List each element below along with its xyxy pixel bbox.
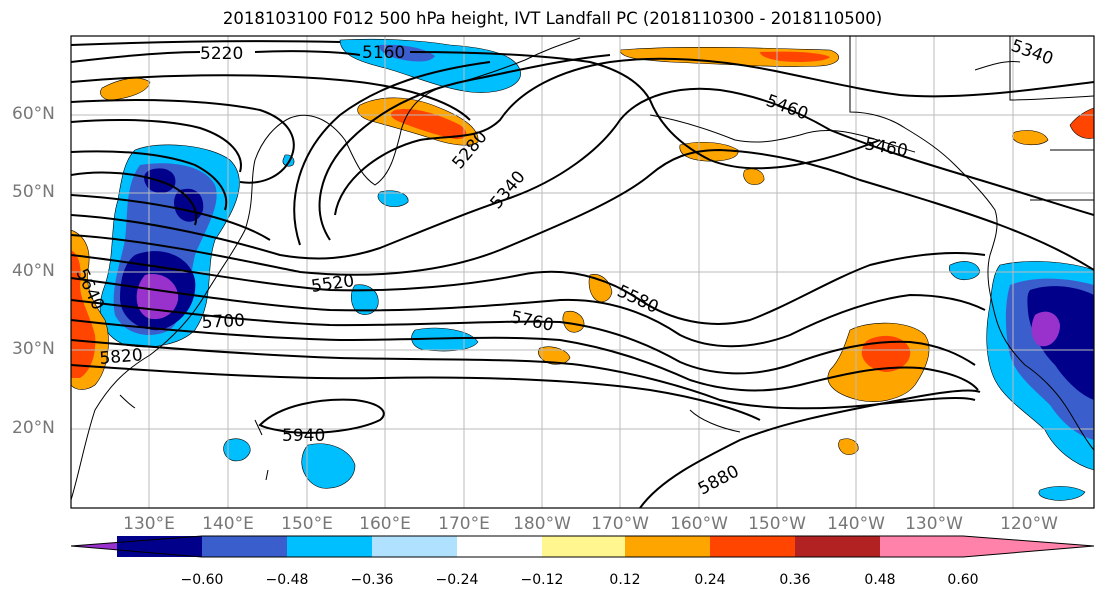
lon-label-170w: 170°W	[591, 514, 649, 534]
lon-label-150w: 150°W	[748, 514, 806, 534]
lon-label-130w: 130°W	[905, 514, 963, 534]
lon-label-160w: 160°W	[670, 514, 728, 534]
contour-label: 5160	[362, 43, 405, 63]
contour-label: 5940	[282, 426, 325, 446]
colorbar-swatch	[795, 536, 880, 557]
contour-label: 5220	[200, 44, 243, 64]
colorbar-tick-label: −0.24	[435, 572, 479, 588]
contour-label: 5820	[99, 345, 144, 369]
colorbar-tick-label: 0.36	[779, 572, 811, 588]
colorbar	[70, 535, 1095, 558]
lat-label-30n: 30°N	[12, 339, 55, 359]
lat-label-40n: 40°N	[12, 261, 55, 281]
colorbar-swatch	[880, 536, 963, 557]
colorbar-tick-label: 0.12	[609, 572, 641, 588]
map-title: 2018103100 F012 500 hPa height, IVT Land…	[222, 9, 883, 28]
lon-label-160e: 160°E	[359, 514, 411, 534]
colorbar-tick-label: −0.12	[520, 572, 564, 588]
contour-label: 5700	[201, 311, 245, 333]
lon-label-180w: 180°W	[513, 514, 571, 534]
lat-label-50n: 50°N	[12, 182, 55, 202]
colorbar-swatch	[457, 536, 542, 557]
lat-label-20n: 20°N	[12, 418, 55, 438]
lon-label-120w: 120°W	[1000, 514, 1058, 534]
colorbar-tick-label: 0.24	[694, 572, 726, 588]
colorbar-swatch	[287, 536, 372, 557]
colorbar-tick-label: 0.48	[864, 572, 896, 588]
colorbar-swatch	[202, 536, 287, 557]
colorbar-tick-label: 0.60	[947, 572, 979, 588]
map-frame	[70, 35, 1095, 509]
colorbar-swatch	[710, 536, 795, 557]
graticule	[71, 36, 1094, 508]
colorbar-swatch	[625, 536, 710, 557]
lon-label-170e: 170°E	[438, 514, 490, 534]
colorbar-tick-label: −0.36	[350, 572, 394, 588]
lon-label-150e: 150°E	[281, 514, 333, 534]
colorbar-swatch	[542, 536, 625, 557]
colorbar-tick-label: −0.48	[265, 572, 309, 588]
lon-label-140w: 140°W	[827, 514, 885, 534]
colorbar-extend-high	[963, 536, 1094, 557]
lon-label-130e: 130°E	[123, 514, 175, 534]
colorbar-tick-label: −0.60	[180, 572, 224, 588]
colorbar-swatch	[372, 536, 457, 557]
height-contours	[71, 40, 1094, 508]
lat-label-60n: 60°N	[12, 104, 55, 124]
lon-label-140e: 140°E	[202, 514, 254, 534]
